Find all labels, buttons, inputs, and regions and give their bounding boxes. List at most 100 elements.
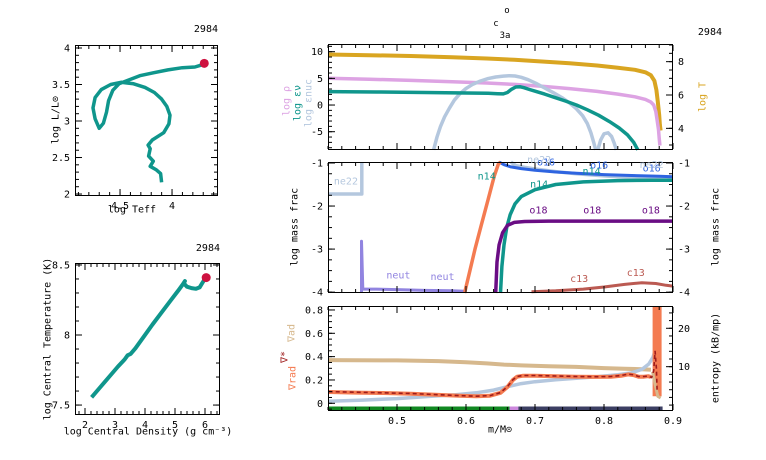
profile-bot-y-tick-label: 0.8	[305, 305, 323, 316]
logT-axis-label: log T	[697, 81, 709, 113]
profile-panel-gradients: 0.5 0.6 0.7 0.8 0.9 0 0.2 0.4 0.6 0.8 10 20	[305, 305, 690, 427]
profile-top-y-tick-label: 10	[311, 47, 323, 58]
tc-x-tick-label: 3	[112, 420, 118, 431]
isotope-label-o16: o16	[590, 161, 608, 172]
tc-x-tick-label: 6	[202, 420, 208, 431]
series-grad-rad	[328, 372, 652, 399]
profile-bot-x-tick-label: 0.5	[388, 416, 406, 427]
profile-mid-y2-tick-label: -1	[678, 158, 690, 169]
profile-panel-top: 10 5 0 -5 8 6 4	[311, 44, 684, 151]
hr-diagram: 4.5 4 2 2.5 3 3.5 4	[52, 43, 218, 212]
tc-x-tick-label: 5	[172, 420, 178, 431]
entropy-axis-label: entropy (kB/mp)	[710, 312, 722, 404]
tc-title: 2984	[195, 243, 220, 254]
series-c13	[531, 281, 674, 294]
profile-bot-frame	[328, 306, 673, 411]
hr-x-tick-label: 4	[169, 201, 175, 212]
profile-panel-abundances: -1 -2 -3 -4 -1 -2 -3 -4 ne22 neut neut n14 n14 n14 o16…	[311, 155, 690, 299]
hr-title: 2984	[193, 24, 218, 35]
isotope-label-ne22: ne22	[640, 160, 664, 171]
tc-frame	[75, 263, 220, 415]
series-tc-track	[90, 277, 207, 399]
isotope-label-o16: o16	[537, 158, 555, 169]
isotope-label-c13: c13	[570, 274, 588, 285]
isotope-label-ne22: ne22	[334, 177, 358, 188]
hr-y-tick-label: 3	[64, 117, 70, 128]
isotope-label-o18: o18	[642, 205, 660, 216]
hr-y-tick-label: 2	[64, 190, 70, 201]
eps-nuc-axis-label: log εnuc	[303, 78, 315, 128]
series-ne22	[328, 162, 364, 196]
profile-bot-y2-tick-label: 20	[678, 324, 690, 335]
series-neut	[360, 239, 465, 293]
profile-mid-y-tick-label: -2	[311, 202, 323, 213]
tc-y-axis-label: log Central Temperature (K)	[42, 257, 54, 421]
profile-mid-y2-tick-label: -4	[678, 288, 690, 299]
grad-star-axis-label: ∇*	[279, 350, 291, 364]
grad-rad-axis-label: ∇rad	[287, 365, 299, 391]
profile-bot-y-tick-label: 0.4	[305, 352, 323, 363]
profile-top-y2-tick-label: 8	[678, 57, 684, 68]
grad-ad-axis-label: ∇ad	[286, 323, 298, 343]
series-grad-star	[328, 350, 658, 397]
burn-zone-label-c: c	[493, 19, 499, 29]
hr-x-tick-label: 4.5	[111, 201, 129, 212]
isotope-label-n14: n14	[478, 171, 496, 182]
burn-zone-label-3a: 3a	[499, 31, 511, 41]
tc-plot: 2 3 4 5 6 7.5 8 8.5	[52, 260, 220, 431]
isotope-label-n14: n14	[583, 167, 601, 178]
profile-top-y-tick-label: 0	[317, 101, 323, 112]
profile-top-y2-tick-label: 4	[678, 124, 684, 135]
series-log-eps-nuc	[431, 73, 598, 151]
current-model-dot	[199, 58, 209, 68]
profile-mid-y-tick-label: -1	[311, 158, 323, 169]
profile-bot-y-tick-label: 0.2	[305, 375, 323, 386]
isotope-label-ne22: ne22	[527, 155, 551, 166]
profile-top-plot: 10 5 0 -5 8 6 4	[311, 44, 684, 151]
isotope-label-neut: neut	[386, 270, 410, 281]
hr-x-axis-label: log Teff	[107, 204, 157, 216]
isotope-label-neut: neut	[430, 272, 454, 283]
profile-mid-y-tick-label: -4	[311, 288, 323, 299]
profile-bot-y-tick-label: 0.6	[305, 329, 323, 340]
profile-bot-x-tick-label: 0.7	[526, 416, 544, 427]
isotope-label-c13: c13	[627, 268, 645, 279]
hr-plot: 4.5 4 2 2.5 3 3.5 4	[52, 43, 218, 212]
hr-y-tick-label: 3.5	[52, 80, 70, 91]
profile-bot-y2-tick-label: 10	[678, 362, 690, 373]
isotope-label-o18: o18	[529, 205, 547, 216]
hr-frame	[75, 45, 218, 196]
series-log-eps-nu	[327, 84, 640, 151]
series-grad-ad-edge	[651, 371, 662, 400]
central-trho-diagram: 2 3 4 5 6 7.5 8 8.5	[52, 260, 220, 431]
profile-bot-x-tick-label: 0.6	[457, 416, 475, 427]
series-log-eps-nuc	[596, 131, 619, 151]
profile-bot-x-tick-label: 0.8	[595, 416, 613, 427]
tc-y-tick-label: 8	[64, 331, 70, 342]
profile-top-y-tick-label: 5	[317, 74, 323, 85]
profile-mid-y2-tick-label: -2	[678, 202, 690, 213]
series-hr-track	[91, 61, 206, 183]
profile-top-frame	[328, 44, 673, 150]
eps-nu-axis-label: log εν	[292, 84, 304, 122]
tc-x-axis-label: log Central Density (g cm⁻³)	[63, 426, 233, 438]
profile-x-axis-label: m/M⊙	[487, 424, 513, 436]
series-log-rho	[327, 76, 662, 146]
profile-top-y-tick-label: -5	[311, 127, 323, 138]
series-h1	[462, 160, 502, 294]
profile-top-y2-tick-label: 6	[678, 91, 684, 102]
isotope-label-n14: n14	[530, 180, 548, 191]
hr-y-axis-label: log L/L⊙	[50, 95, 62, 145]
tc-y-tick-label: 8.5	[52, 260, 70, 271]
rho-axis-label: log ρ	[281, 85, 293, 117]
series-grad-ad	[328, 358, 652, 372]
massfrac-left-axis-label: log mass frac	[289, 187, 301, 267]
tc-x-tick-label: 4	[142, 420, 148, 431]
profile-mid-frame	[328, 162, 673, 293]
hr-y-tick-label: 4	[64, 43, 70, 54]
profile-mid-y-tick-label: -3	[311, 245, 323, 256]
tc-y-tick-label: 7.5	[52, 401, 70, 412]
profile-bot-x-tick-label: 0.9	[664, 416, 682, 427]
